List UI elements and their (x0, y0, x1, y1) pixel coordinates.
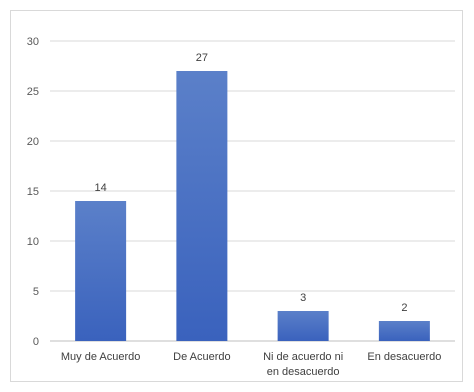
category-label: De Acuerdo (173, 351, 230, 363)
data-label: 14 (95, 182, 107, 194)
y-tick-label: 15 (27, 186, 39, 198)
bar (378, 321, 430, 341)
category-label: Muy de Acuerdo (61, 351, 141, 363)
bar (75, 201, 127, 341)
category-label: En desacuerdo (367, 351, 441, 363)
y-tick-label: 10 (27, 236, 39, 248)
data-label: 2 (401, 302, 407, 314)
y-tick-label: 20 (27, 136, 39, 148)
y-tick-label: 0 (33, 336, 39, 348)
data-label: 3 (300, 292, 306, 304)
bars (75, 71, 430, 341)
y-tick-label: 25 (27, 86, 39, 98)
bar (277, 311, 329, 341)
category-label: Ni de acuerdo ni en desacuerdo (263, 351, 343, 378)
y-axis-ticks: 0 5 10 15 20 25 30 (27, 36, 39, 348)
data-labels: 14 27 3 2 (95, 52, 408, 314)
y-tick-label: 5 (33, 286, 39, 298)
y-tick-label: 30 (27, 36, 39, 48)
category-labels: Muy de Acuerdo De Acuerdo Ni de acuerdo ni… (61, 351, 442, 378)
data-label: 27 (196, 52, 208, 64)
bar (176, 71, 228, 341)
